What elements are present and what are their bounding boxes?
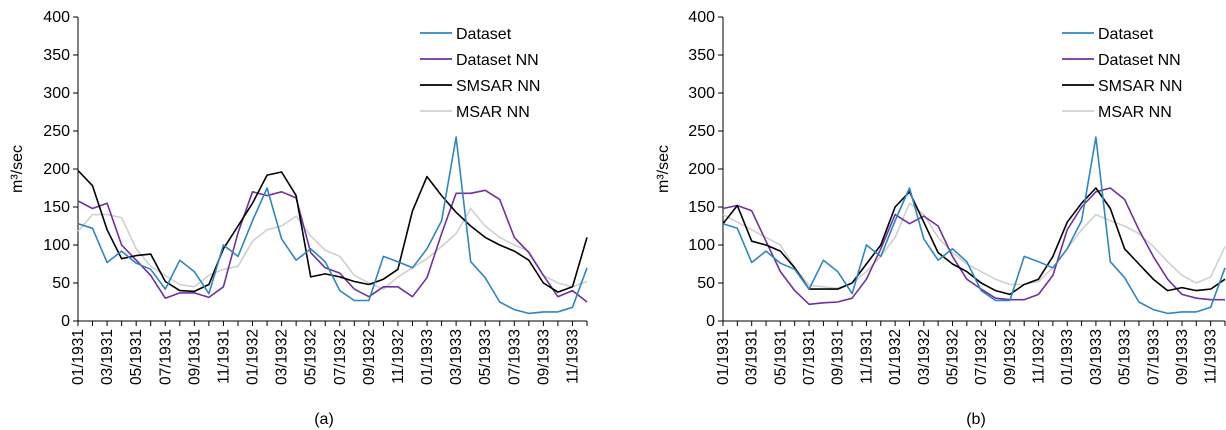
x-tick-label: 01/1931 (715, 329, 732, 385)
y-tick-label: 400 (43, 9, 70, 26)
x-tick-label: 05/1932 (303, 329, 320, 385)
y-tick-label: 250 (43, 123, 70, 140)
x-tick-label: 09/1931 (186, 329, 203, 385)
y-tick-label: 150 (43, 199, 70, 216)
y-tick-label: 250 (688, 123, 715, 140)
x-tick-label: 09/1932 (361, 329, 378, 385)
x-tick-label: 11/1933 (564, 329, 581, 384)
legend-label-msar-nn: MSAR NN (1098, 104, 1172, 121)
x-tick-label: 01/1932 (887, 329, 904, 385)
x-tick-label: 03/1932 (274, 329, 291, 385)
x-tick-label: 01/1931 (70, 329, 87, 385)
x-tick-label: 09/1932 (1002, 329, 1019, 385)
series-line-msar-nn (77, 207, 588, 290)
legend-label-dataset: Dataset (1098, 26, 1154, 43)
y-tick-label: 50 (697, 275, 715, 292)
x-tick-label: 03/1932 (916, 329, 933, 385)
x-tick-label: 03/1931 (99, 329, 116, 385)
legend-label-msar-nn: MSAR NN (456, 104, 530, 121)
y-axis-title: m³/sec (9, 145, 26, 193)
y-axis-title: m³/sec (655, 145, 672, 193)
series-line-dataset-nn (77, 189, 588, 303)
x-tick-label: 05/1932 (944, 329, 961, 385)
x-tick-label: 07/1932 (973, 329, 990, 385)
chart-panel-a: 0 50 100 150 200 250 300 350 400 01/1931 03/1931 05… (9, 9, 588, 428)
x-tick-label: 09/1931 (830, 329, 847, 385)
x-tick-label: 03/1933 (1088, 329, 1105, 385)
legend-label-dataset-nn: Dataset NN (456, 52, 539, 69)
x-tick-label: 11/1933 (1203, 329, 1220, 384)
x-tick-label: 11/1932 (1031, 329, 1048, 384)
legend-label-smsar-nn: SMSAR NN (456, 78, 540, 95)
x-tick-label: 11/1931 (215, 329, 232, 384)
x-tick-label: 07/1931 (801, 329, 818, 385)
series-line-dataset (722, 136, 1226, 315)
y-tick-label: 400 (688, 9, 715, 26)
y-tick-label: 300 (43, 85, 70, 102)
x-tick-label: 05/1931 (128, 329, 145, 385)
chart-panel-b: 0 50 100 150 200 250 300 350 400 01/1931 03/1931 05… (655, 9, 1226, 428)
x-tick-label: 07/1931 (157, 329, 174, 385)
x-tick-label: 05/1931 (772, 329, 789, 385)
y-tick-label: 0 (61, 313, 70, 330)
legend-label-dataset-nn: Dataset NN (1098, 52, 1181, 69)
x-tick-label: 07/1933 (1145, 329, 1162, 385)
panel-label: (b) (966, 411, 986, 428)
x-tick-label: 11/1932 (390, 329, 407, 384)
y-tick-label: 350 (43, 47, 70, 64)
x-tick-label: 01/1933 (1059, 329, 1076, 385)
x-tick-label: 05/1933 (477, 329, 494, 385)
x-tick-label: 05/1933 (1117, 329, 1134, 385)
series-line-dataset-nn (722, 187, 1225, 306)
y-tick-label: 350 (688, 47, 715, 64)
x-tick-label: 03/1933 (448, 329, 465, 385)
x-tick-label: 01/1933 (419, 329, 436, 385)
y-tick-label: 200 (688, 161, 715, 178)
x-tick-label: 09/1933 (535, 329, 552, 385)
y-tick-label: 150 (688, 199, 715, 216)
legend-label-dataset: Dataset (456, 26, 512, 43)
x-tick-label: 07/1932 (332, 329, 349, 385)
series-line-dataset (77, 136, 588, 315)
y-tick-label: 0 (706, 313, 715, 330)
series-line-smsar-nn (722, 187, 1226, 296)
y-tick-label: 100 (43, 237, 70, 254)
x-tick-label: 03/1931 (744, 329, 761, 385)
y-tick-label: 50 (52, 275, 70, 292)
y-tick-label: 300 (688, 85, 715, 102)
x-tick-label: 09/1933 (1174, 329, 1191, 385)
x-tick-label: 01/1932 (245, 329, 262, 385)
y-tick-label: 200 (43, 161, 70, 178)
y-tick-label: 100 (688, 237, 715, 254)
legend-label-smsar-nn: SMSAR NN (1098, 78, 1182, 95)
x-tick-label: 07/1933 (506, 329, 523, 385)
panel-label: (a) (314, 411, 334, 428)
x-tick-label: 11/1931 (858, 329, 875, 384)
